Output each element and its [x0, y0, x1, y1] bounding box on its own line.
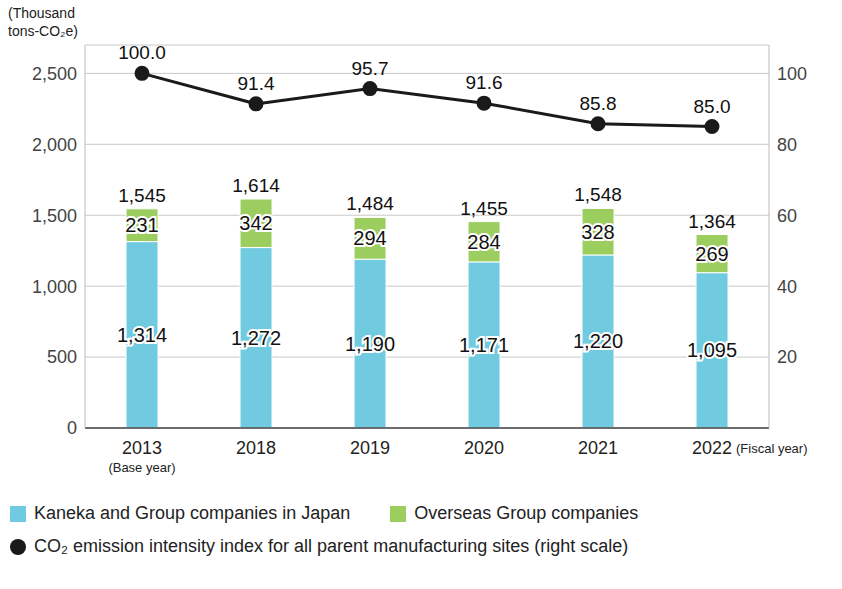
svg-text:1,171: 1,171: [459, 334, 509, 356]
html-text:tons-CO₂e): tons-CO₂e): [8, 23, 78, 39]
svg-text:1,272: 1,272: [231, 327, 281, 349]
svg-text:500: 500: [47, 347, 77, 367]
svg-text:85.8: 85.8: [580, 93, 617, 114]
svg-text:294: 294: [353, 227, 386, 249]
svg-text:1,500: 1,500: [32, 206, 77, 226]
svg-text:2,500: 2,500: [32, 64, 77, 84]
svg-text:1,455: 1,455: [460, 198, 508, 219]
html-text:(Thousand: (Thousand: [8, 5, 75, 21]
svg-text:2,000: 2,000: [32, 135, 77, 155]
svg-text:1,364: 1,364: [688, 211, 736, 232]
svg-text:1,000: 1,000: [32, 277, 77, 297]
svg-text:1,220: 1,220: [573, 330, 623, 352]
svg-text:40: 40: [777, 277, 797, 297]
svg-text:328: 328: [581, 221, 614, 243]
svg-text:1,314: 1,314: [117, 324, 167, 346]
html-text:Kaneka and Group companies in: Kaneka and Group companies in Japan: [34, 503, 351, 523]
svg-text:2020: 2020: [464, 438, 504, 458]
svg-text:1,190: 1,190: [345, 333, 395, 355]
svg-text:95.7: 95.7: [352, 58, 389, 79]
svg-text:284: 284: [467, 231, 500, 253]
svg-text:269: 269: [695, 243, 728, 265]
svg-text:100: 100: [777, 64, 807, 84]
svg-text:2013: 2013: [122, 438, 162, 458]
svg-text:(Fiscal year): (Fiscal year): [736, 441, 808, 456]
svg-text:2021: 2021: [578, 438, 618, 458]
svg-text:80: 80: [777, 135, 797, 155]
svg-text:(Base year): (Base year): [108, 460, 175, 475]
svg-text:85.0: 85.0: [694, 96, 731, 117]
svg-text:0: 0: [67, 418, 77, 438]
svg-text:1,545: 1,545: [118, 185, 166, 206]
svg-text:2022: 2022: [692, 438, 732, 458]
svg-text:91.4: 91.4: [238, 73, 275, 94]
svg-text:1,095: 1,095: [687, 339, 737, 361]
svg-text:1,548: 1,548: [574, 184, 622, 205]
html-text:Overseas Group companies: Overseas Group companies: [414, 503, 639, 523]
svg-text:100.0: 100.0: [118, 42, 166, 63]
svg-text:342: 342: [239, 212, 272, 234]
svg-text:60: 60: [777, 206, 797, 226]
svg-text:20: 20: [777, 347, 797, 367]
svg-text:2018: 2018: [236, 438, 276, 458]
svg-text:91.6: 91.6: [466, 72, 503, 93]
svg-text:1,484: 1,484: [346, 193, 394, 214]
svg-text:231: 231: [125, 214, 158, 236]
html-text:CO₂ emission intensity index f: CO₂ emission intensity index for all par…: [34, 536, 629, 556]
svg-text:2019: 2019: [350, 438, 390, 458]
svg-text:1,614: 1,614: [232, 175, 280, 196]
